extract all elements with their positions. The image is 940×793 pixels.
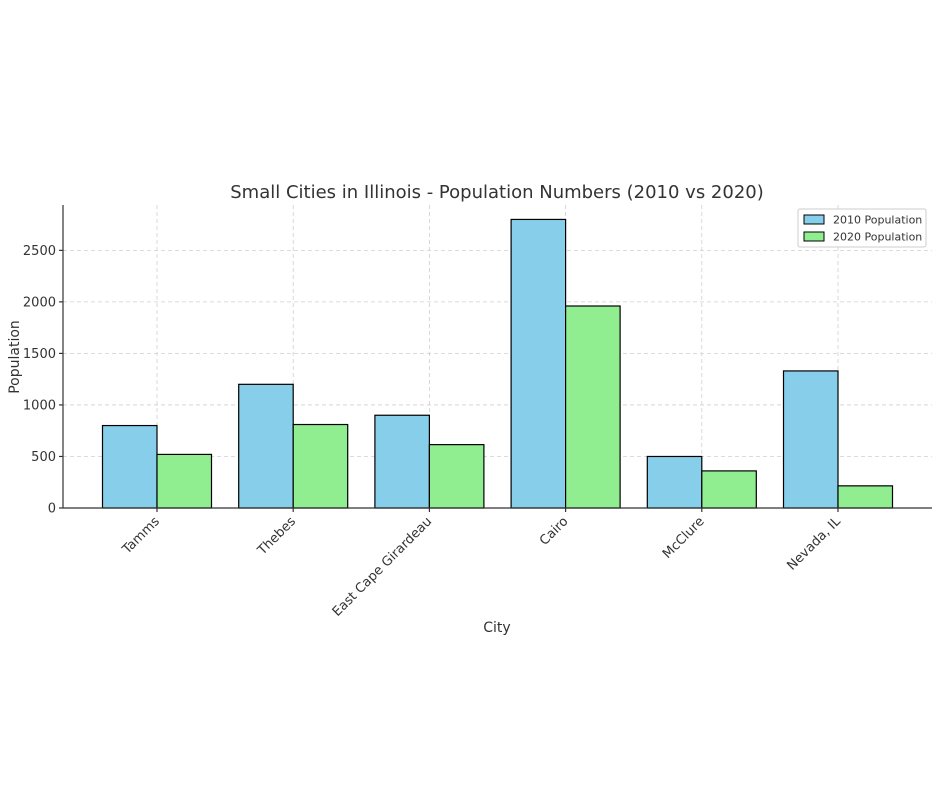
bar-2010-tamms <box>101 424 158 509</box>
x-tick-label: Tamms <box>119 514 163 558</box>
y-tick-label: 2000 <box>23 295 56 310</box>
y-axis-label: Population <box>7 320 23 394</box>
bar-2010-cairo <box>510 218 567 509</box>
legend: 2010 Population 2020 Population <box>797 208 927 248</box>
bar-2020-thebes <box>292 423 349 509</box>
y-tick-label: 2500 <box>23 244 56 259</box>
x-tick-label: Thebes <box>254 514 299 559</box>
bar-2020-mcclure <box>701 470 757 509</box>
chart-title: Small Cities in Illinois - Population Nu… <box>230 182 764 203</box>
x-tick-label: McClure <box>660 514 708 562</box>
legend-swatch <box>803 231 825 242</box>
bar-2020-east-cape-girardeau <box>428 444 485 509</box>
bar-2020-tamms <box>156 453 213 509</box>
bar-2010-mcclure <box>646 455 703 509</box>
legend-label: 2020 Population <box>833 231 922 244</box>
y-tick-label: 0 <box>48 502 56 517</box>
legend-box <box>797 208 927 248</box>
legend-label: 2010 Population <box>833 214 922 227</box>
bars <box>101 218 894 509</box>
x-axis-label: City <box>483 620 510 636</box>
x-tick-label: East Cape Girardeau <box>330 514 435 619</box>
y-tick-labels: 0 500 1000 1500 2000 2500 <box>23 244 63 517</box>
x-tick-label: Cairo <box>537 514 571 548</box>
x-tick-labels: Tamms Thebes East Cape Girardeau Cairo McClu… <box>119 508 844 620</box>
x-tick-label: Nevada, IL <box>784 514 844 574</box>
bar-2010-nevada-il <box>782 370 839 509</box>
y-tick-label: 1500 <box>23 347 56 362</box>
y-tick-label: 1000 <box>23 398 56 413</box>
bar-2010-east-cape-girardeau <box>374 414 430 509</box>
y-tick-label: 500 <box>31 450 56 465</box>
axes <box>62 205 932 509</box>
bar-2010-thebes <box>238 383 294 509</box>
bar-2020-nevada-il <box>837 485 894 509</box>
legend-swatch <box>803 214 825 225</box>
bar-2020-cairo <box>564 305 621 509</box>
